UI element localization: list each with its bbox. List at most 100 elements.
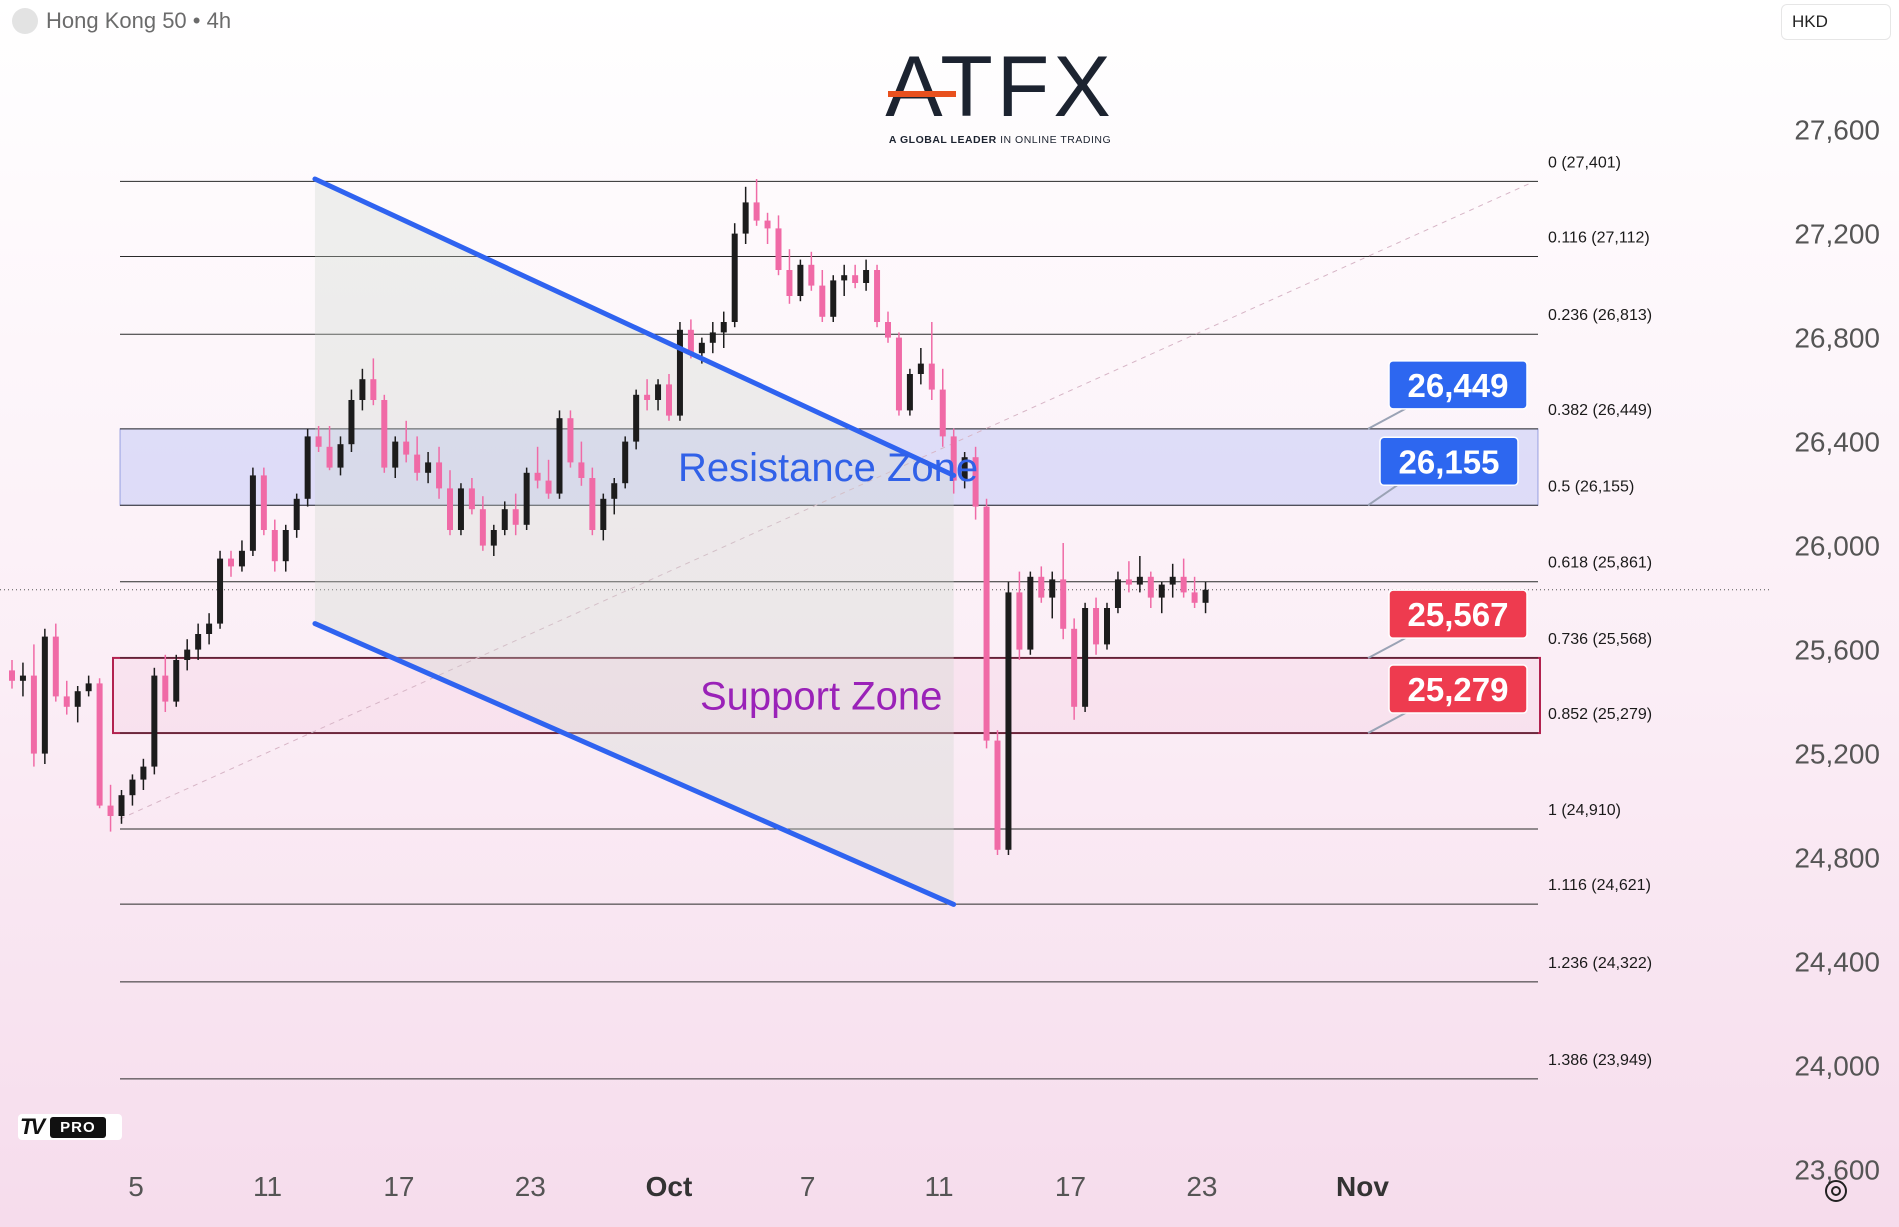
fib-label: 0.618 (25,861) (1548, 555, 1652, 572)
symbol-label: Hong Kong 50 • 4h (46, 8, 232, 33)
candle (249, 467, 256, 556)
candle-body (1038, 576, 1045, 598)
candle-body (326, 446, 333, 468)
candle-body (1082, 608, 1089, 707)
candle (348, 389, 355, 452)
candle (1191, 576, 1198, 608)
candle (556, 410, 563, 499)
fib-label: 0.852 (25,279) (1548, 706, 1652, 723)
candle (1169, 563, 1176, 598)
channel-lower-line (312, 621, 957, 907)
candle (260, 467, 267, 536)
chart-settings-icon[interactable] (1825, 1180, 1847, 1202)
candle-body (249, 475, 256, 551)
price-tag-pointer (1367, 635, 1410, 660)
candle (567, 410, 574, 468)
candle-body (74, 691, 81, 707)
y-axis: 27,600 27,200 26,800 26,400 26,000 25,600 25,2… (1794, 115, 1880, 1186)
candle-body (1027, 576, 1034, 650)
price-tag-pointer (1367, 482, 1401, 507)
candle-body (1180, 576, 1187, 593)
candle-body (403, 441, 410, 455)
x-tick-label: Nov (1336, 1171, 1389, 1202)
y-tick-label: 26,800 (1794, 323, 1880, 354)
channel-fill (314, 179, 954, 905)
candle-body (425, 462, 432, 473)
fib-label: 1.386 (23,949) (1548, 1052, 1652, 1069)
candle (666, 374, 672, 421)
candle-body (30, 675, 37, 754)
zone-labels: Resistance Zone Support Zone (678, 446, 978, 718)
candle (1038, 566, 1045, 603)
candle-body (512, 509, 519, 525)
atfx-logo: ATFX A GLOBAL LEADER IN ONLINE TRADING (880, 44, 1120, 146)
candle (52, 623, 59, 702)
fib-label: 0.5 (26,155) (1548, 478, 1634, 495)
candle (961, 452, 968, 489)
price-tag-box (1388, 664, 1528, 714)
candle-body (1104, 608, 1110, 645)
fib-label: 0 (27,401) (1548, 154, 1621, 171)
candle (1125, 561, 1132, 593)
currency-button[interactable]: HKD (1781, 4, 1891, 40)
candle-body (1005, 592, 1012, 850)
candle (479, 496, 486, 551)
symbol-header[interactable]: Hong Kong 50 • 4h (12, 8, 231, 34)
price-tag: 26,155 (1367, 436, 1519, 507)
candle (425, 452, 432, 484)
candle-body (118, 795, 125, 816)
candle-body (41, 636, 48, 754)
candle-body (885, 322, 891, 338)
candle-body (994, 740, 1001, 850)
candle (1093, 597, 1100, 655)
y-tick-label: 26,000 (1794, 531, 1880, 562)
candle-body (961, 457, 968, 481)
fib-label: 1.236 (24,322) (1548, 955, 1652, 972)
fib-label: 0.382 (26,449) (1548, 402, 1652, 419)
candle (370, 358, 377, 406)
candle (950, 428, 957, 494)
fibonacci-levels: 0 (27,401) 0.116 (27,112) 0.236 (26,813) 0.… (0, 154, 1770, 1080)
support-zone-rect (112, 656, 1541, 735)
candle-body (9, 670, 15, 681)
candle (655, 379, 662, 411)
candle (337, 436, 344, 476)
candle-body (490, 530, 497, 546)
candle (140, 758, 147, 790)
candle (633, 389, 640, 450)
candle-body (928, 363, 935, 390)
y-tick-label: 26,400 (1794, 427, 1880, 458)
candle (1071, 618, 1078, 720)
candle-body (600, 498, 607, 530)
candle-body (96, 683, 103, 806)
candle-body (370, 379, 377, 400)
price-tag-pointer (1367, 405, 1410, 430)
candle-body (830, 280, 837, 317)
candle (885, 311, 891, 343)
candle-body (107, 805, 114, 816)
candle-body (381, 400, 388, 468)
candle (162, 654, 169, 712)
candle (359, 368, 366, 411)
candle (85, 675, 92, 697)
candle-body (939, 389, 946, 437)
candle-body (19, 675, 26, 681)
candle-body (447, 488, 453, 530)
candle-body (217, 558, 224, 624)
candle (228, 550, 234, 577)
price-tag-box (1379, 436, 1519, 487)
candle-body (304, 436, 311, 499)
tradingview-pro-badge[interactable]: TV PRO (18, 1114, 122, 1140)
candle-body (85, 683, 92, 692)
candle-body (238, 550, 245, 567)
candle (534, 446, 541, 489)
candle-body (173, 660, 180, 702)
candle-body (906, 374, 913, 411)
candle (753, 179, 760, 226)
candle (30, 644, 37, 767)
candle-body (195, 634, 202, 650)
candle-body (1060, 579, 1067, 629)
price-tag-box (1388, 589, 1528, 639)
candle (206, 613, 213, 645)
candle (447, 470, 453, 536)
